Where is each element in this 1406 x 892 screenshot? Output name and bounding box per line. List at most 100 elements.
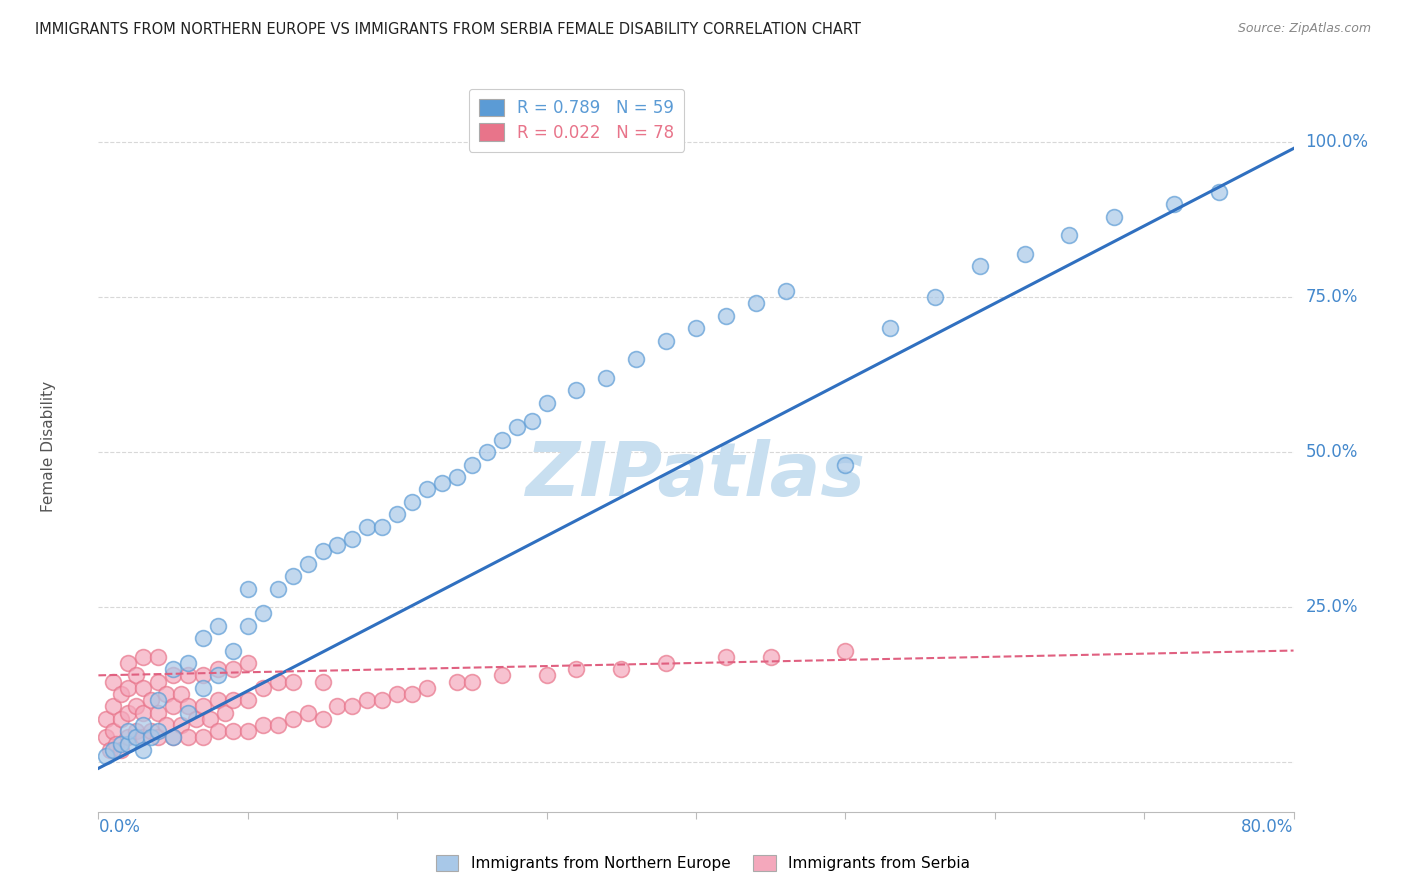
Point [685, 321, 707, 335]
Point [155, 718, 177, 732]
Point [297, 706, 319, 720]
Point [520, 414, 543, 428]
Point [148, 706, 170, 720]
Point [207, 662, 229, 676]
Point [655, 334, 678, 348]
Point [834, 643, 856, 657]
Text: Female Disability: Female Disability [41, 380, 56, 512]
Point [356, 519, 378, 533]
Text: 0.0%: 0.0% [98, 818, 141, 836]
Point [94, 712, 117, 726]
Point [252, 718, 274, 732]
Point [125, 699, 148, 714]
Point [446, 674, 468, 689]
Point [969, 259, 991, 273]
Point [148, 731, 170, 745]
Point [132, 681, 155, 695]
Text: Source: ZipAtlas.com: Source: ZipAtlas.com [1237, 22, 1371, 36]
Text: ZIPatlas: ZIPatlas [526, 439, 866, 512]
Point [148, 724, 170, 739]
Point [177, 731, 200, 745]
Point [267, 674, 290, 689]
Point [132, 743, 155, 757]
Point [267, 582, 290, 596]
Point [297, 557, 319, 571]
Point [281, 712, 304, 726]
Text: 75.0%: 75.0% [1306, 288, 1358, 306]
Point [610, 662, 633, 676]
Point [430, 476, 453, 491]
Point [222, 662, 245, 676]
Text: 100.0%: 100.0% [1306, 133, 1368, 152]
Point [177, 699, 200, 714]
Point [103, 724, 125, 739]
Point [281, 674, 304, 689]
Point [385, 507, 409, 521]
Point [1014, 247, 1036, 261]
Legend: R = 0.789   N = 59, R = 0.022   N = 78: R = 0.789 N = 59, R = 0.022 N = 78 [468, 88, 685, 152]
Point [110, 743, 132, 757]
Point [98, 743, 122, 757]
Point [177, 668, 200, 682]
Point [162, 668, 184, 682]
Point [200, 712, 222, 726]
Point [94, 731, 117, 745]
Point [139, 693, 162, 707]
Point [626, 352, 648, 367]
Point [879, 321, 901, 335]
Point [311, 674, 333, 689]
Point [1059, 228, 1081, 243]
Point [311, 712, 333, 726]
Point [834, 458, 856, 472]
Point [416, 483, 439, 497]
Point [311, 544, 333, 558]
Point [924, 290, 946, 304]
Point [148, 649, 170, 664]
Point [117, 737, 139, 751]
Point [117, 724, 139, 739]
Legend: Immigrants from Northern Europe, Immigrants from Serbia: Immigrants from Northern Europe, Immigra… [429, 849, 977, 877]
Point [207, 724, 229, 739]
Point [110, 712, 132, 726]
Point [94, 748, 117, 763]
Point [110, 687, 132, 701]
Point [536, 668, 558, 682]
Point [125, 724, 148, 739]
Point [125, 668, 148, 682]
Point [191, 731, 214, 745]
Point [342, 699, 364, 714]
Point [236, 724, 259, 739]
Point [595, 371, 617, 385]
Point [103, 699, 125, 714]
Point [207, 668, 229, 682]
Point [565, 383, 588, 397]
Point [1104, 210, 1126, 224]
Point [655, 656, 678, 670]
Point [110, 737, 132, 751]
Point [461, 458, 484, 472]
Point [162, 699, 184, 714]
Point [222, 724, 245, 739]
Point [169, 687, 191, 701]
Point [132, 706, 155, 720]
Point [356, 693, 378, 707]
Point [385, 687, 409, 701]
Point [103, 674, 125, 689]
Text: 80.0%: 80.0% [1241, 818, 1294, 836]
Point [236, 693, 259, 707]
Point [1208, 185, 1230, 199]
Point [117, 681, 139, 695]
Point [169, 718, 191, 732]
Text: IMMIGRANTS FROM NORTHERN EUROPE VS IMMIGRANTS FROM SERBIA FEMALE DISABILITY CORR: IMMIGRANTS FROM NORTHERN EUROPE VS IMMIG… [35, 22, 860, 37]
Point [565, 662, 588, 676]
Point [536, 395, 558, 409]
Point [491, 668, 513, 682]
Point [342, 532, 364, 546]
Point [252, 681, 274, 695]
Point [222, 693, 245, 707]
Text: 25.0%: 25.0% [1306, 599, 1358, 616]
Point [184, 712, 207, 726]
Point [491, 433, 513, 447]
Point [461, 674, 484, 689]
Point [139, 731, 162, 745]
